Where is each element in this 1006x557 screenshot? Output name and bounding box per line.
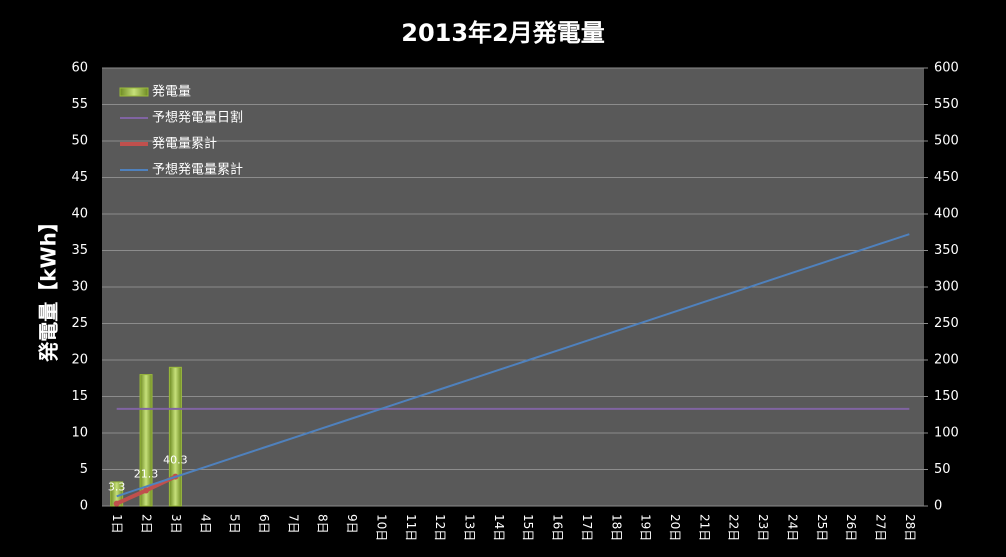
data-label: 40.3 — [163, 454, 188, 467]
y2-tick-label: 500 — [934, 134, 959, 149]
x-tick-label: 22日 — [727, 514, 741, 541]
y-tick-label: 50 — [71, 134, 88, 149]
x-tick-label: 28日 — [903, 514, 917, 541]
legend-label: 発電量 — [152, 85, 191, 100]
chart-title: 2013年2月発電量 — [401, 19, 605, 47]
x-tick-label: 4日 — [198, 514, 212, 534]
x-tick-label: 26日 — [844, 514, 858, 541]
y-tick-label: 15 — [71, 389, 88, 404]
x-tick-label: 17日 — [580, 514, 594, 541]
x-tick-label: 27日 — [873, 514, 887, 541]
x-tick-label: 18日 — [609, 514, 623, 541]
y-axis-label: 発電量【kWh】 — [37, 212, 61, 363]
legend-label: 予想発電量累計 — [152, 162, 243, 178]
x-tick-label: 6日 — [257, 514, 271, 534]
x-tick-label: 5日 — [228, 514, 242, 534]
y2-tick-label: 550 — [934, 97, 959, 112]
x-tick-label: 13日 — [462, 514, 476, 541]
x-tick-label: 7日 — [286, 514, 300, 534]
x-tick-label: 14日 — [492, 514, 506, 541]
x-tick-label: 1日 — [110, 514, 124, 534]
data-label: 21.3 — [134, 467, 159, 480]
y2-tick-label: 150 — [934, 389, 959, 404]
y2-tick-label: 350 — [934, 243, 959, 258]
x-tick-label: 8日 — [316, 514, 330, 534]
x-tick-label: 19日 — [639, 514, 653, 541]
x-tick-label: 2日 — [140, 514, 154, 534]
y-tick-label: 45 — [71, 170, 88, 185]
y2-tick-label: 300 — [934, 280, 959, 295]
line-series — [116, 233, 910, 498]
y-tick-label: 20 — [71, 353, 88, 368]
y-tick-label: 60 — [71, 61, 88, 76]
x-tick-label: 24日 — [785, 514, 799, 541]
y-tick-label: 55 — [71, 97, 88, 112]
y-tick-label: 40 — [71, 207, 88, 222]
legend-label: 発電量累計 — [152, 136, 217, 152]
x-tick-label: 20日 — [668, 514, 682, 541]
y2-tick-label: 250 — [934, 316, 959, 331]
bar — [139, 374, 153, 507]
legend-label: 予想発電量日割 — [152, 110, 243, 126]
x-tick-label: 15日 — [521, 514, 535, 541]
y2-tick-label: 600 — [934, 61, 959, 76]
x-tick-label: 3日 — [169, 514, 183, 534]
x-tick-label: 25日 — [815, 514, 829, 541]
y-tick-label: 5 — [80, 462, 88, 477]
bar — [168, 366, 182, 507]
y-tick-label: 10 — [71, 426, 88, 441]
y2-tick-label: 400 — [934, 207, 959, 222]
y-tick-label: 0 — [80, 499, 88, 514]
y-tick-label: 30 — [71, 280, 88, 295]
legend-swatch — [119, 87, 149, 97]
x-tick-label: 23日 — [756, 514, 770, 541]
y2-tick-label: 50 — [934, 462, 951, 477]
x-tick-label: 12日 — [433, 514, 447, 541]
x-tick-label: 16日 — [551, 514, 565, 541]
y2-tick-label: 100 — [934, 426, 959, 441]
y2-tick-label: 200 — [934, 353, 959, 368]
y-tick-label: 25 — [71, 316, 88, 331]
y2-tick-label: 0 — [934, 499, 942, 514]
x-tick-label: 9日 — [345, 514, 359, 534]
x-tick-label: 21日 — [697, 514, 711, 541]
marker — [143, 487, 150, 494]
data-label: 3.3 — [108, 481, 126, 494]
x-tick-label: 11日 — [404, 514, 418, 541]
marker — [113, 500, 120, 507]
y-tick-label: 35 — [71, 243, 88, 258]
x-tick-label: 10日 — [374, 514, 388, 541]
y2-tick-label: 450 — [934, 170, 959, 185]
